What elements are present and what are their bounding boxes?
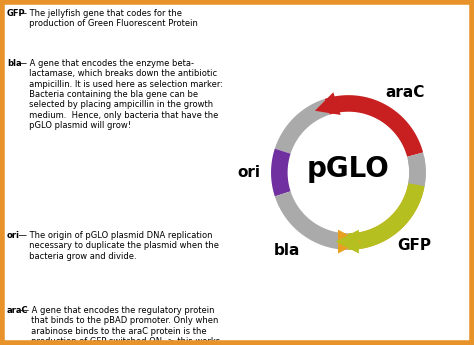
Polygon shape — [275, 191, 348, 250]
Text: — A gene that encodes the enzyme beta-
     lactamase, which breaks down the ant: — A gene that encodes the enzyme beta- l… — [16, 59, 223, 130]
Polygon shape — [336, 230, 359, 254]
Polygon shape — [348, 183, 425, 250]
Text: GFP: GFP — [397, 238, 431, 253]
Text: pGLO: pGLO — [307, 155, 390, 183]
Text: bla: bla — [274, 243, 301, 258]
Polygon shape — [275, 99, 329, 154]
Text: ori: ori — [237, 165, 260, 180]
Polygon shape — [408, 156, 426, 189]
Polygon shape — [338, 230, 361, 254]
Text: ori: ori — [7, 231, 20, 240]
Polygon shape — [407, 152, 426, 186]
Text: — The origin of pGLO plasmid DNA replication
     necessary to duplicate the pla: — The origin of pGLO plasmid DNA replica… — [16, 231, 219, 261]
Text: araC: araC — [7, 306, 29, 315]
Text: bla: bla — [7, 59, 22, 68]
Polygon shape — [325, 95, 423, 157]
Text: GFP: GFP — [7, 9, 26, 18]
Text: — The jellyfish gene that codes for the
     production of Green Fluorescent Pro: — The jellyfish gene that codes for the … — [16, 9, 198, 28]
Text: — A gene that encodes the regulatory protein
     that binds to the pBAD promote: — A gene that encodes the regulatory pro… — [18, 306, 220, 345]
Polygon shape — [315, 92, 341, 115]
Text: araC: araC — [385, 85, 424, 100]
Polygon shape — [348, 185, 424, 250]
Polygon shape — [271, 149, 291, 196]
